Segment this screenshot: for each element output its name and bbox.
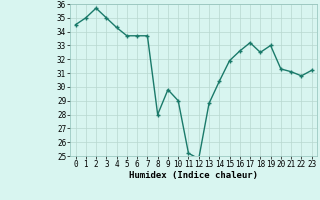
X-axis label: Humidex (Indice chaleur): Humidex (Indice chaleur) bbox=[129, 171, 258, 180]
